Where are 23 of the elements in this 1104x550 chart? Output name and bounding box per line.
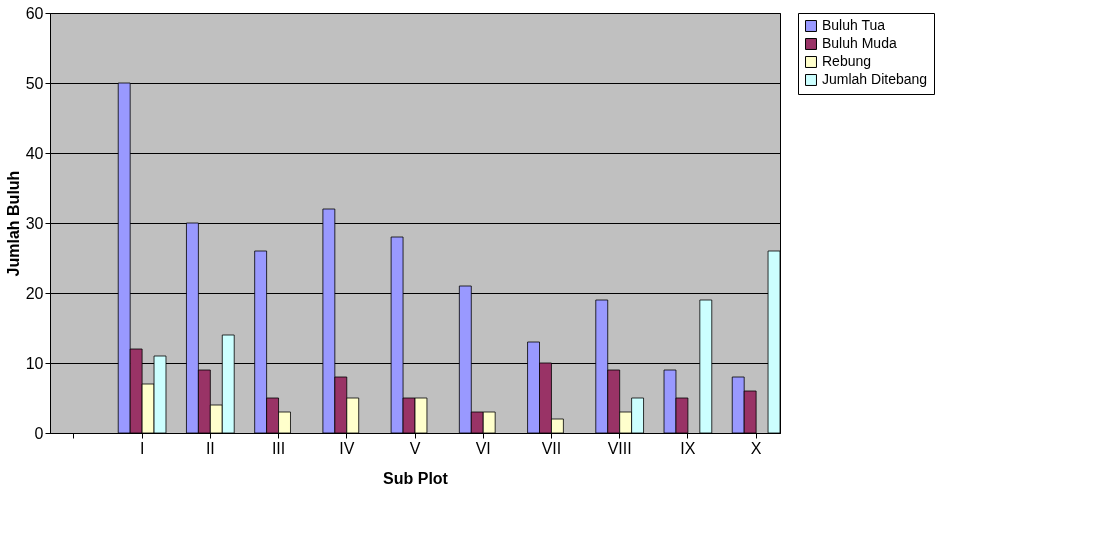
legend-label: Rebung — [822, 53, 872, 69]
y-tick-label: 0 — [34, 424, 44, 442]
y-axis-title: Jumlah Buluh — [4, 170, 22, 277]
legend-label: Buluh Muda — [822, 35, 897, 51]
y-tick-label: 20 — [25, 284, 44, 302]
x-tick-label: I — [139, 439, 145, 457]
x-tick-label: IX — [680, 439, 696, 457]
legend-label: Buluh Tua — [822, 17, 886, 33]
legend-label: Jumlah Ditebang — [822, 71, 928, 87]
y-tick-label: 30 — [25, 214, 44, 232]
y-tick-label: 10 — [25, 354, 44, 372]
y-tick-label: 40 — [25, 144, 44, 162]
x-tick-label: IV — [339, 439, 355, 457]
x-tick-label: VIII — [607, 439, 632, 457]
x-axis-title: Sub Plot — [383, 469, 449, 487]
x-tick-label: VI — [475, 439, 491, 457]
y-tick-label: 50 — [25, 74, 44, 92]
x-tick-label: X — [750, 439, 762, 457]
x-tick-label: II — [205, 439, 215, 457]
x-tick-label: III — [271, 439, 286, 457]
x-tick-label: V — [409, 439, 421, 457]
y-tick-label: 60 — [25, 4, 44, 22]
x-tick-label: VII — [541, 439, 562, 457]
